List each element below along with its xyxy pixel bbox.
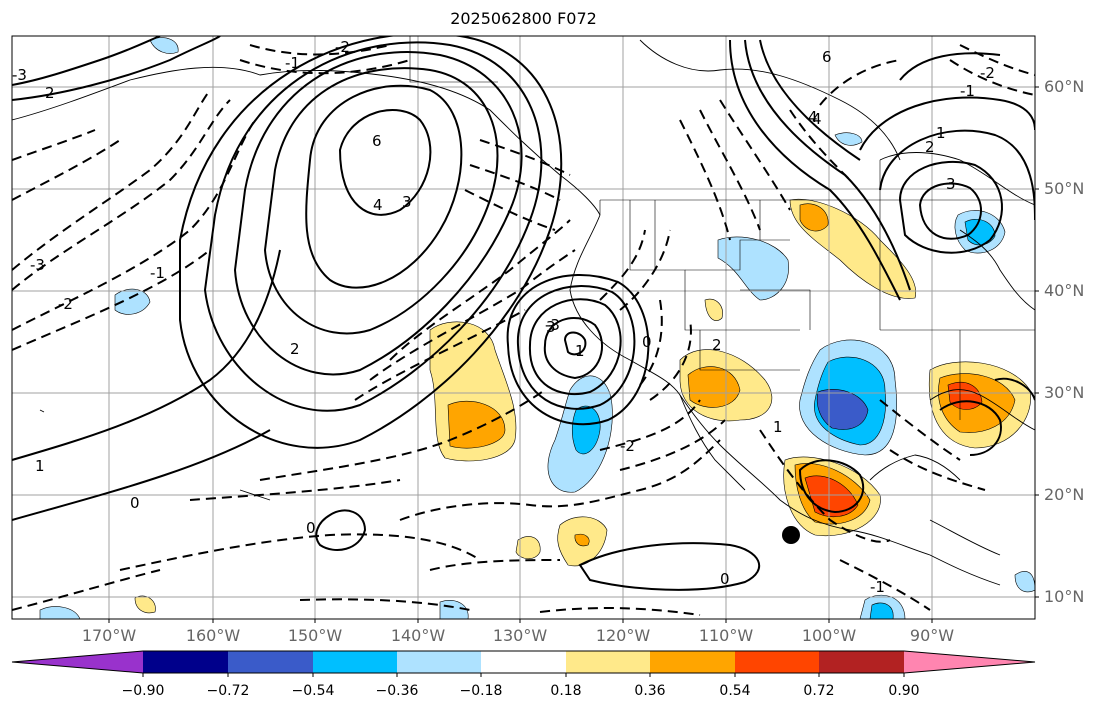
negative-anomaly-region <box>816 389 869 430</box>
colorbar-segment <box>481 651 566 673</box>
lon-label-90w: 90°W <box>909 626 955 645</box>
lon-label-150w: 150°W <box>287 626 343 645</box>
lon-label-120w: 120°W <box>595 626 651 645</box>
contour-label: 4 <box>812 110 822 128</box>
positive-anomaly-region <box>687 366 741 408</box>
map-title: 2025062800 F072 <box>450 9 597 28</box>
contour-label: 1 <box>575 342 585 360</box>
contour-label: 3 <box>946 175 956 193</box>
negative-anomaly-region <box>834 132 863 146</box>
colorbar-segment <box>397 651 481 673</box>
negative-anomaly-region <box>571 405 601 455</box>
contour-label: 6 <box>822 48 832 66</box>
contour-label: -2 <box>980 64 995 82</box>
negative-anomaly-region <box>39 606 81 619</box>
positive-anomaly-region <box>704 298 723 321</box>
colorbar-extend-max <box>904 651 1035 673</box>
colorbar-tick-label: 0.36 <box>634 683 666 699</box>
positive-anomaly-region <box>515 536 541 560</box>
positive-anomaly-region <box>447 400 506 449</box>
axis-ticks <box>108 86 1039 623</box>
contour-label: 1 <box>936 124 946 142</box>
negative-anomaly-region <box>114 288 151 315</box>
lon-label-170w: 170°W <box>81 626 137 645</box>
colorbar-tick-label: −0.90 <box>121 683 165 699</box>
contour-label: 1 <box>35 457 45 475</box>
lon-label-130w: 130°W <box>492 626 548 645</box>
contour-label: 3 <box>402 193 412 211</box>
lon-label-100w: 100°W <box>801 626 857 645</box>
colorbar-segment <box>228 651 313 673</box>
negative-anomaly-region <box>1014 571 1035 593</box>
contour-label: 2 <box>45 84 55 102</box>
positive-anomaly-region <box>134 595 156 614</box>
lon-label-110w: 110°W <box>698 626 754 645</box>
colorbar-segment <box>819 651 904 673</box>
contour-label: 2 <box>712 336 722 354</box>
negative-anomaly-shading <box>39 37 1035 619</box>
contour-label: 2 <box>925 138 935 156</box>
contour-label: 6 <box>372 132 382 150</box>
contour-label: 0 <box>642 333 652 351</box>
contour-label: 2 <box>290 340 300 358</box>
contour-label: -2 <box>58 295 73 313</box>
colorbar-tick-label: −0.54 <box>291 683 335 699</box>
storm-center-dot-icon <box>782 526 800 544</box>
lon-label-140w: 140°W <box>390 626 446 645</box>
map-border <box>11 35 1036 620</box>
lat-label-50n: 50°N <box>1044 179 1085 198</box>
contour-label: -1 <box>870 578 885 596</box>
colorbar <box>11 650 1036 677</box>
lat-label-10n: 10°N <box>1044 587 1085 606</box>
colorbar-segment <box>735 651 819 673</box>
contour-label: -1 <box>150 264 165 282</box>
contour-labels: 6 4 3 2 1 0 -1 -2 -3 2 1 0 -1 -2 -3 6 4 … <box>12 38 995 596</box>
colorbar-segment <box>650 651 735 673</box>
lat-label-30n: 30°N <box>1044 383 1085 402</box>
colorbar-segment <box>566 651 650 673</box>
colorbar-tick-label: 0.54 <box>719 683 751 699</box>
contour-label: -2 <box>335 38 350 56</box>
contour-label: 3 <box>546 318 556 336</box>
contour-label: 0 <box>720 570 730 588</box>
colorbar-tick-label: 0.18 <box>550 683 582 699</box>
negative-anomaly-region <box>717 236 789 301</box>
lat-label-20n: 20°N <box>1044 485 1085 504</box>
lat-label-40n: 40°N <box>1044 281 1085 300</box>
lat-label-60n: 60°N <box>1044 77 1085 96</box>
contour-label: -3 <box>30 256 45 274</box>
contour-label: 0 <box>130 494 140 512</box>
contour-label: -3 <box>12 66 27 84</box>
colorbar-tick-label: −0.36 <box>375 683 419 699</box>
contour-label: 1 <box>773 418 783 436</box>
contour-label: 4 <box>373 196 383 214</box>
contour-label: 0 <box>306 519 316 537</box>
contour-label: -1 <box>285 54 300 72</box>
contour-label: -2 <box>620 437 635 455</box>
colorbar-extend-min <box>12 651 143 673</box>
positive-anomaly-region <box>799 203 829 232</box>
colorbar-segment <box>313 651 397 673</box>
negative-anomaly-region <box>149 37 179 54</box>
colorbar-segment <box>143 651 228 673</box>
colorbar-tick-label: −0.18 <box>459 683 503 699</box>
coastlines <box>12 39 1035 586</box>
colorbar-tick-label: 0.72 <box>803 683 835 699</box>
political-borders <box>409 36 1035 420</box>
negative-anomaly-region <box>869 602 894 619</box>
contour-label: -1 <box>960 82 975 100</box>
graticule <box>12 36 1035 619</box>
colorbar-tick-label: 0.90 <box>888 683 920 699</box>
contour-label: 4 <box>808 108 818 126</box>
contours-dashed <box>12 44 1035 616</box>
lon-label-160w: 160°W <box>185 626 241 645</box>
contour-label: -3 <box>545 316 560 334</box>
colorbar-tick-label: −0.72 <box>206 683 250 699</box>
positive-anomaly-region <box>574 533 590 547</box>
